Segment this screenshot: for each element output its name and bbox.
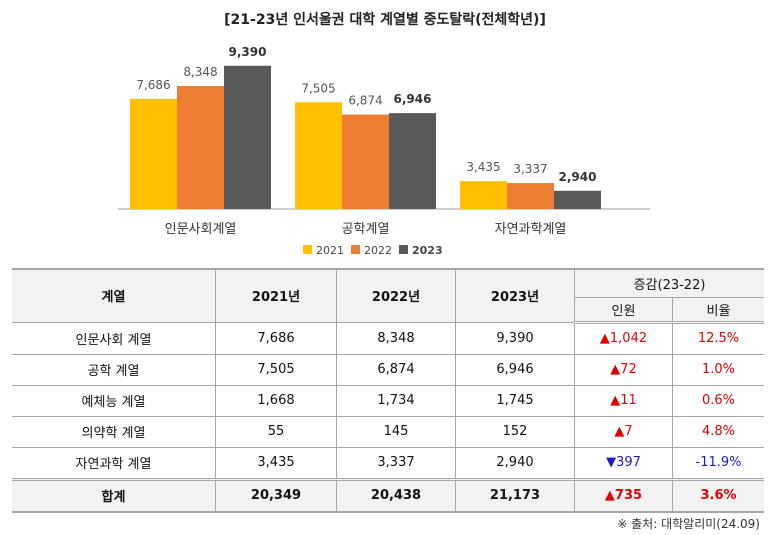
bar-2021-1 xyxy=(295,102,342,209)
data-label: 6,874 xyxy=(348,94,382,108)
cell-ratio: 4.8% xyxy=(672,415,764,448)
cell-name: 인문사회 계열 xyxy=(12,321,216,355)
legend-swatch-2022 xyxy=(351,245,360,254)
bar-2023-1 xyxy=(389,113,436,209)
data-label: 7,686 xyxy=(136,78,170,92)
cell-y2023: 6,946 xyxy=(455,353,575,386)
chart-title: [21-23년 인서울권 대학 계열별 중도탈락(전체학년)] xyxy=(224,12,546,28)
cell-ratio: 0.6% xyxy=(672,384,764,417)
bar-2023-2 xyxy=(554,190,601,209)
cell-y2021: 55 xyxy=(215,415,337,448)
cell-ratio: 12.5% xyxy=(672,321,764,355)
cell-y2021: 3,435 xyxy=(215,446,337,480)
cell-y2022: 3,337 xyxy=(336,446,456,480)
data-label: 6,946 xyxy=(394,92,432,106)
legend-swatch-2023 xyxy=(399,245,408,254)
cell-count: ▲11 xyxy=(574,384,673,417)
legend-label: 2021 xyxy=(316,244,344,257)
cell-y2022: 20,438 xyxy=(336,477,456,512)
data-label: 8,348 xyxy=(183,65,217,79)
table-row: 의약학 계열 55 145 152 ▲7 4.8% xyxy=(12,415,764,448)
header-2023: 2023년 xyxy=(455,268,575,323)
cell-ratio: 3.6% xyxy=(672,477,764,512)
header-category: 계열 xyxy=(12,268,216,323)
header-count: 인원 xyxy=(574,296,673,324)
total-row: 합계 20,349 20,438 21,173 ▲735 3.6% xyxy=(12,477,764,512)
cell-y2021: 20,349 xyxy=(215,477,337,512)
header-ratio: 비율 xyxy=(672,296,764,324)
cell-y2023: 2,940 xyxy=(455,446,575,480)
header-change: 증감(23-22) xyxy=(574,268,764,298)
cell-name: 의약학 계열 xyxy=(12,415,216,448)
cell-y2021: 7,686 xyxy=(215,321,337,355)
legend-label: 2022 xyxy=(364,244,392,257)
bar-2023-0 xyxy=(224,65,271,209)
cell-count: ▲1,042 xyxy=(574,321,673,355)
cell-name: 공학 계열 xyxy=(12,353,216,386)
cell-y2023: 152 xyxy=(455,415,575,448)
data-label: 2,940 xyxy=(559,170,597,184)
dropout-table: 계열 2021년 2022년 2023년 증감(23-22) 인원 비율 인문사… xyxy=(12,268,764,513)
cell-y2023: 9,390 xyxy=(455,321,575,355)
category-label: 인문사회계열 xyxy=(165,222,237,237)
legend-label: 2023 xyxy=(412,244,443,257)
bar-2022-2 xyxy=(507,183,554,209)
data-label: 3,435 xyxy=(466,160,500,174)
source-note: ※ 출처: 대학알리미(24.09) xyxy=(617,517,760,531)
cell-ratio: -11.9% xyxy=(672,446,764,480)
header-2022: 2022년 xyxy=(336,268,456,323)
table-row: 공학 계열 7,505 6,874 6,946 ▲72 1.0% xyxy=(12,353,764,386)
category-label: 자연과학계열 xyxy=(495,222,567,237)
table-row: 인문사회 계열 7,686 8,348 9,390 ▲1,042 12.5% xyxy=(12,321,764,355)
cell-y2021: 1,668 xyxy=(215,384,337,417)
header-2021: 2021년 xyxy=(215,268,337,323)
cell-count: ▲735 xyxy=(574,477,673,512)
cell-count: ▼397 xyxy=(574,446,673,480)
cell-name: 자연과학 계열 xyxy=(12,446,216,480)
bar-2022-1 xyxy=(342,114,389,209)
cell-y2021: 7,505 xyxy=(215,353,337,386)
cell-y2023: 21,173 xyxy=(455,477,575,512)
data-label: 7,505 xyxy=(301,81,335,95)
cell-y2022: 6,874 xyxy=(336,353,456,386)
table-row: 예체능 계열 1,668 1,734 1,745 ▲11 0.6% xyxy=(12,384,764,417)
bar-2022-0 xyxy=(177,85,224,209)
data-label: 9,390 xyxy=(229,45,267,59)
cell-name: 합계 xyxy=(12,477,216,512)
data-label: 3,337 xyxy=(513,162,547,176)
cell-y2023: 1,745 xyxy=(455,384,575,417)
cell-y2022: 8,348 xyxy=(336,321,456,355)
cell-count: ▲72 xyxy=(574,353,673,386)
cell-y2022: 1,734 xyxy=(336,384,456,417)
bar-2021-2 xyxy=(460,181,507,209)
table-row: 자연과학 계열 3,435 3,337 2,940 ▼397 -11.9% xyxy=(12,446,764,480)
cell-y2022: 145 xyxy=(336,415,456,448)
category-label: 공학계열 xyxy=(342,222,390,237)
legend-swatch-2021 xyxy=(303,245,312,254)
bar-chart: 7,686 8,348 9,390 인문사회계열 7,505 6,874 6,946 공학계열… xyxy=(118,45,650,257)
cell-name: 예체능 계열 xyxy=(12,384,216,417)
bar-2021-0 xyxy=(130,98,177,209)
cell-ratio: 1.0% xyxy=(672,353,764,386)
cell-count: ▲7 xyxy=(574,415,673,448)
